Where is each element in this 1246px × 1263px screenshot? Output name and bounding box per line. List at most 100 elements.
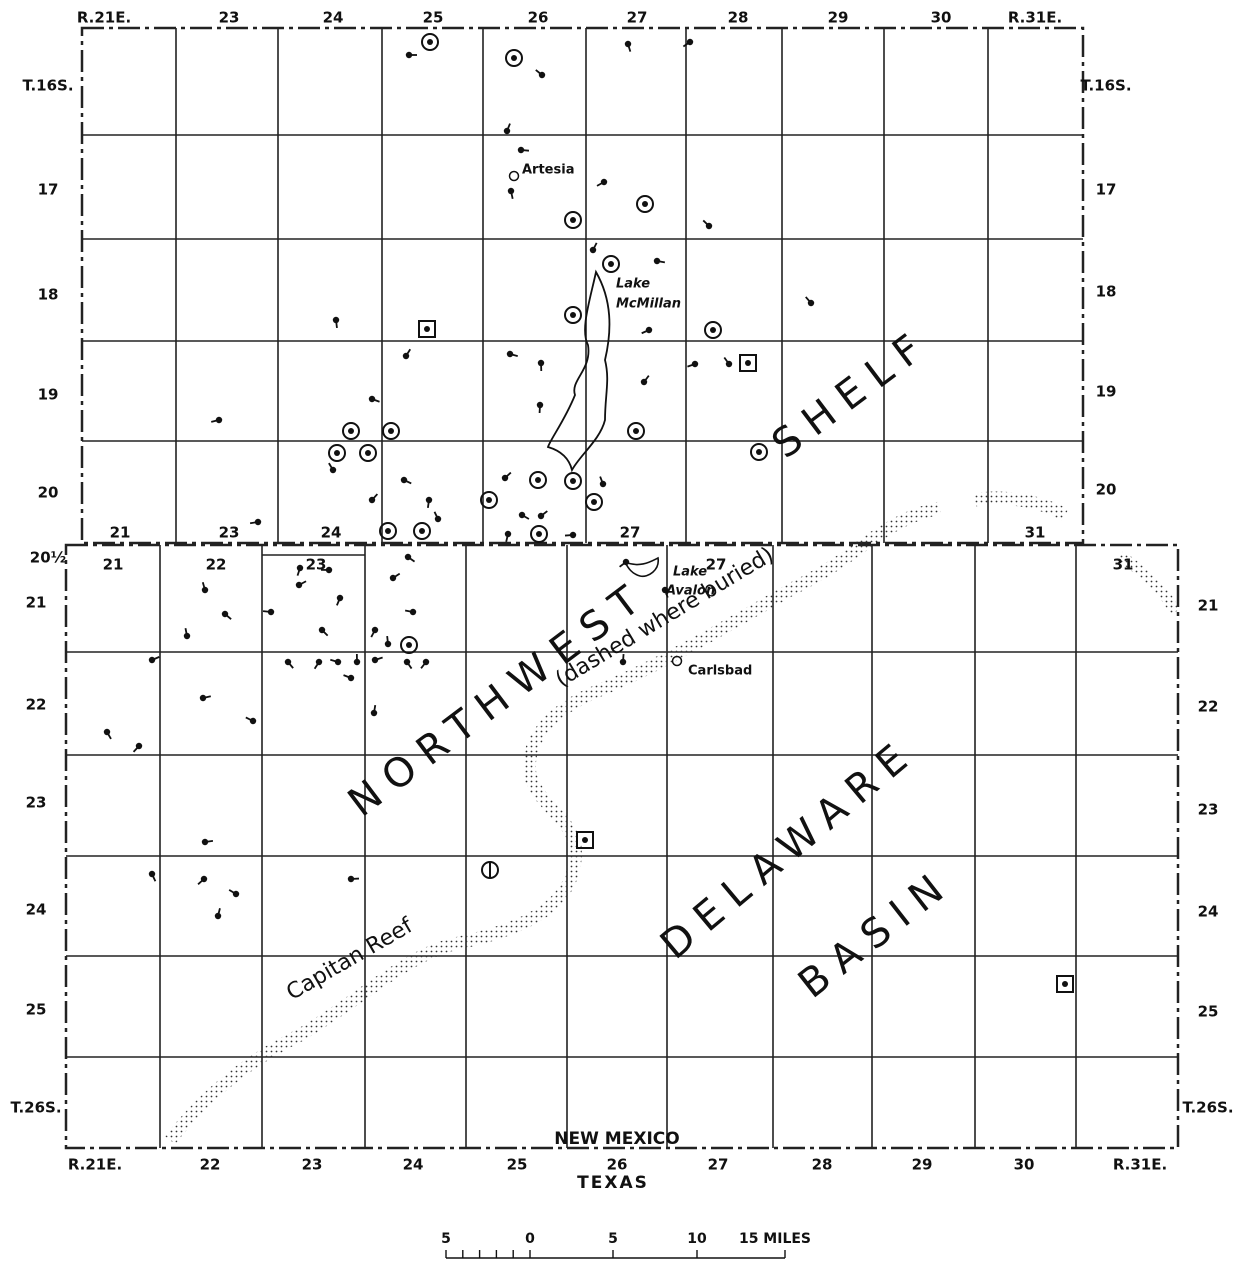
grid-label: 30: [1014, 1156, 1035, 1174]
place-label: Carlsbad: [688, 664, 752, 679]
grid-label: 21: [110, 524, 131, 542]
well-dot: [645, 326, 653, 334]
grid-label: 27: [620, 524, 641, 542]
well-dot: [600, 178, 608, 186]
well-dot: [199, 694, 207, 702]
well-dot: [518, 511, 526, 519]
well-dot: [807, 299, 815, 307]
scale-label: 5: [608, 1231, 618, 1247]
well-dot: [200, 875, 208, 883]
grid-label: 30: [931, 9, 952, 27]
well-dot: [504, 530, 512, 538]
well-dot: [284, 658, 292, 666]
place-label: Lake: [673, 565, 707, 580]
grid-label: 31: [1025, 524, 1046, 542]
well-dot: [582, 837, 588, 843]
place-label: Artesia: [522, 163, 574, 178]
grid-label: T.16S.: [1080, 77, 1131, 95]
well-dot: [537, 359, 545, 367]
well-dot: [214, 912, 222, 920]
well-dot: [201, 838, 209, 846]
grid-label: 29: [912, 1156, 933, 1174]
grid-label: 27: [706, 556, 727, 574]
well-dot: [486, 497, 492, 503]
place-label: Lake: [616, 277, 650, 292]
well-dot: [295, 581, 303, 589]
well-dot: [215, 416, 223, 424]
well-dot: [347, 875, 355, 883]
well-circled: [564, 472, 582, 490]
grid-label: 21: [1198, 597, 1219, 615]
scale-bar: [445, 1250, 786, 1259]
well-dot: [183, 632, 191, 640]
grid-label: 25: [507, 1156, 528, 1174]
well-circled: [530, 525, 548, 543]
well-dot: [384, 640, 392, 648]
grid-label: 17: [1096, 181, 1117, 199]
grid-label: 20: [1096, 481, 1117, 499]
well-dot: [249, 717, 257, 725]
well-circled: [585, 493, 603, 511]
well-dot: [427, 39, 433, 45]
wells: [103, 33, 1074, 993]
well-dot: [201, 586, 209, 594]
grid-label: 23: [302, 1156, 323, 1174]
well-dot: [403, 658, 411, 666]
town-marker: [671, 655, 683, 667]
well-dot: [424, 326, 430, 332]
region-label: BASIN: [790, 859, 962, 1007]
well-circled: [627, 422, 645, 440]
grid-label: 31: [1113, 556, 1134, 574]
region-label: NORTHWEST: [340, 571, 658, 826]
grid-label: R.31E.: [1113, 1156, 1167, 1174]
lower-border: [64, 543, 1180, 1150]
grid-label: 24: [403, 1156, 424, 1174]
well-dot: [267, 608, 275, 616]
well-dot: [599, 480, 607, 488]
well-circled: [400, 636, 418, 654]
well-dot: [538, 71, 546, 79]
grid-label: 25: [1198, 1003, 1219, 1021]
grid-label: 23: [1198, 801, 1219, 819]
grid-label: 28: [812, 1156, 833, 1174]
grid-label: 28: [728, 9, 749, 27]
well-circled: [421, 33, 439, 51]
well-dot: [404, 553, 412, 561]
scale-label: 0: [525, 1231, 535, 1247]
grid-label: 23: [219, 9, 240, 27]
grid-label: 24: [323, 9, 344, 27]
grid-label: 19: [1096, 383, 1117, 401]
well-dot: [570, 312, 576, 318]
well-dot: [570, 478, 576, 484]
grid-label: R.21E.: [68, 1156, 122, 1174]
grid-label: 27: [627, 9, 648, 27]
grid-label: 20½: [30, 549, 66, 567]
grid-label: R.21E.: [77, 9, 131, 27]
well-dot: [402, 352, 410, 360]
well-dot: [135, 742, 143, 750]
scale-label: 5: [441, 1231, 451, 1247]
well-circled: [379, 522, 397, 540]
well-dot: [221, 610, 229, 618]
well-dot: [148, 870, 156, 878]
grid-label: 25: [26, 1001, 47, 1019]
well-dot: [661, 586, 669, 594]
grid-label: 26: [528, 9, 549, 27]
well-dot: [536, 531, 542, 537]
well-dot: [619, 658, 627, 666]
well-dot: [419, 528, 425, 534]
well-circled: [359, 444, 377, 462]
well-circled: [602, 255, 620, 273]
grid-label: 24: [321, 524, 342, 542]
well-dot: [232, 890, 240, 898]
well-circled: [328, 444, 346, 462]
well-dot: [511, 55, 517, 61]
well-square: [1056, 975, 1074, 993]
grid-label: 27: [708, 1156, 729, 1174]
well-dot: [622, 558, 630, 566]
well-dot: [535, 477, 541, 483]
grid-label: R.31E.: [1008, 9, 1062, 27]
grid-label: 22: [26, 696, 47, 714]
well-dot: [370, 709, 378, 717]
well-circled: [564, 306, 582, 324]
